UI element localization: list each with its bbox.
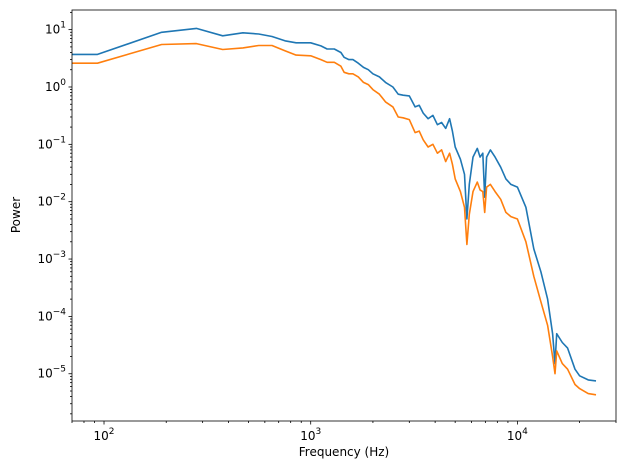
y-tick-exponent: 1 (60, 21, 66, 31)
x-tick-exponent: 2 (109, 427, 115, 437)
x-tick-label: 103 (300, 427, 321, 443)
series-layer (72, 27, 597, 396)
plot-area (72, 10, 616, 421)
y-tick-label: 101 (45, 21, 66, 37)
y-tick-exponent: −3 (53, 250, 66, 260)
y-tick-label: 10−5 (37, 365, 66, 381)
x-tick-base: 10 (94, 429, 109, 443)
series-line-1 (72, 27, 597, 382)
x-tick-label: 102 (94, 427, 115, 443)
x-tick-label: 104 (507, 427, 528, 443)
y-tick-label: 10−1 (37, 135, 66, 151)
y-tick-base: 10 (37, 367, 52, 381)
y-tick-label: 100 (45, 78, 66, 94)
y-tick-base: 10 (37, 195, 52, 209)
x-axis-label: Frequency (Hz) (299, 445, 390, 459)
x-tick-base: 10 (507, 429, 522, 443)
y-tick-base: 10 (37, 137, 52, 151)
y-tick-exponent: −2 (53, 193, 66, 203)
x-axis: 102 103 104 (71, 421, 617, 443)
series-line-2 (72, 42, 597, 396)
y-tick-exponent: −1 (53, 135, 66, 145)
y-tick-label: 10−4 (37, 307, 66, 323)
x-tick-exponent: 3 (315, 427, 321, 437)
y-tick-base: 10 (45, 80, 60, 94)
y-tick-base: 10 (45, 23, 60, 37)
y-tick-exponent: −4 (53, 307, 67, 317)
y-tick-label: 10−3 (37, 250, 66, 266)
x-tick-exponent: 4 (522, 427, 528, 437)
x-tick-base: 10 (300, 429, 315, 443)
plot-frame (71, 9, 617, 422)
y-tick-exponent: −5 (53, 365, 66, 375)
y-tick-exponent: 0 (60, 78, 66, 88)
y-axis-label: Power (9, 197, 23, 233)
y-tick-base: 10 (37, 309, 52, 323)
y-tick-base: 10 (37, 252, 52, 266)
y-tick-label: 10−2 (37, 193, 66, 209)
